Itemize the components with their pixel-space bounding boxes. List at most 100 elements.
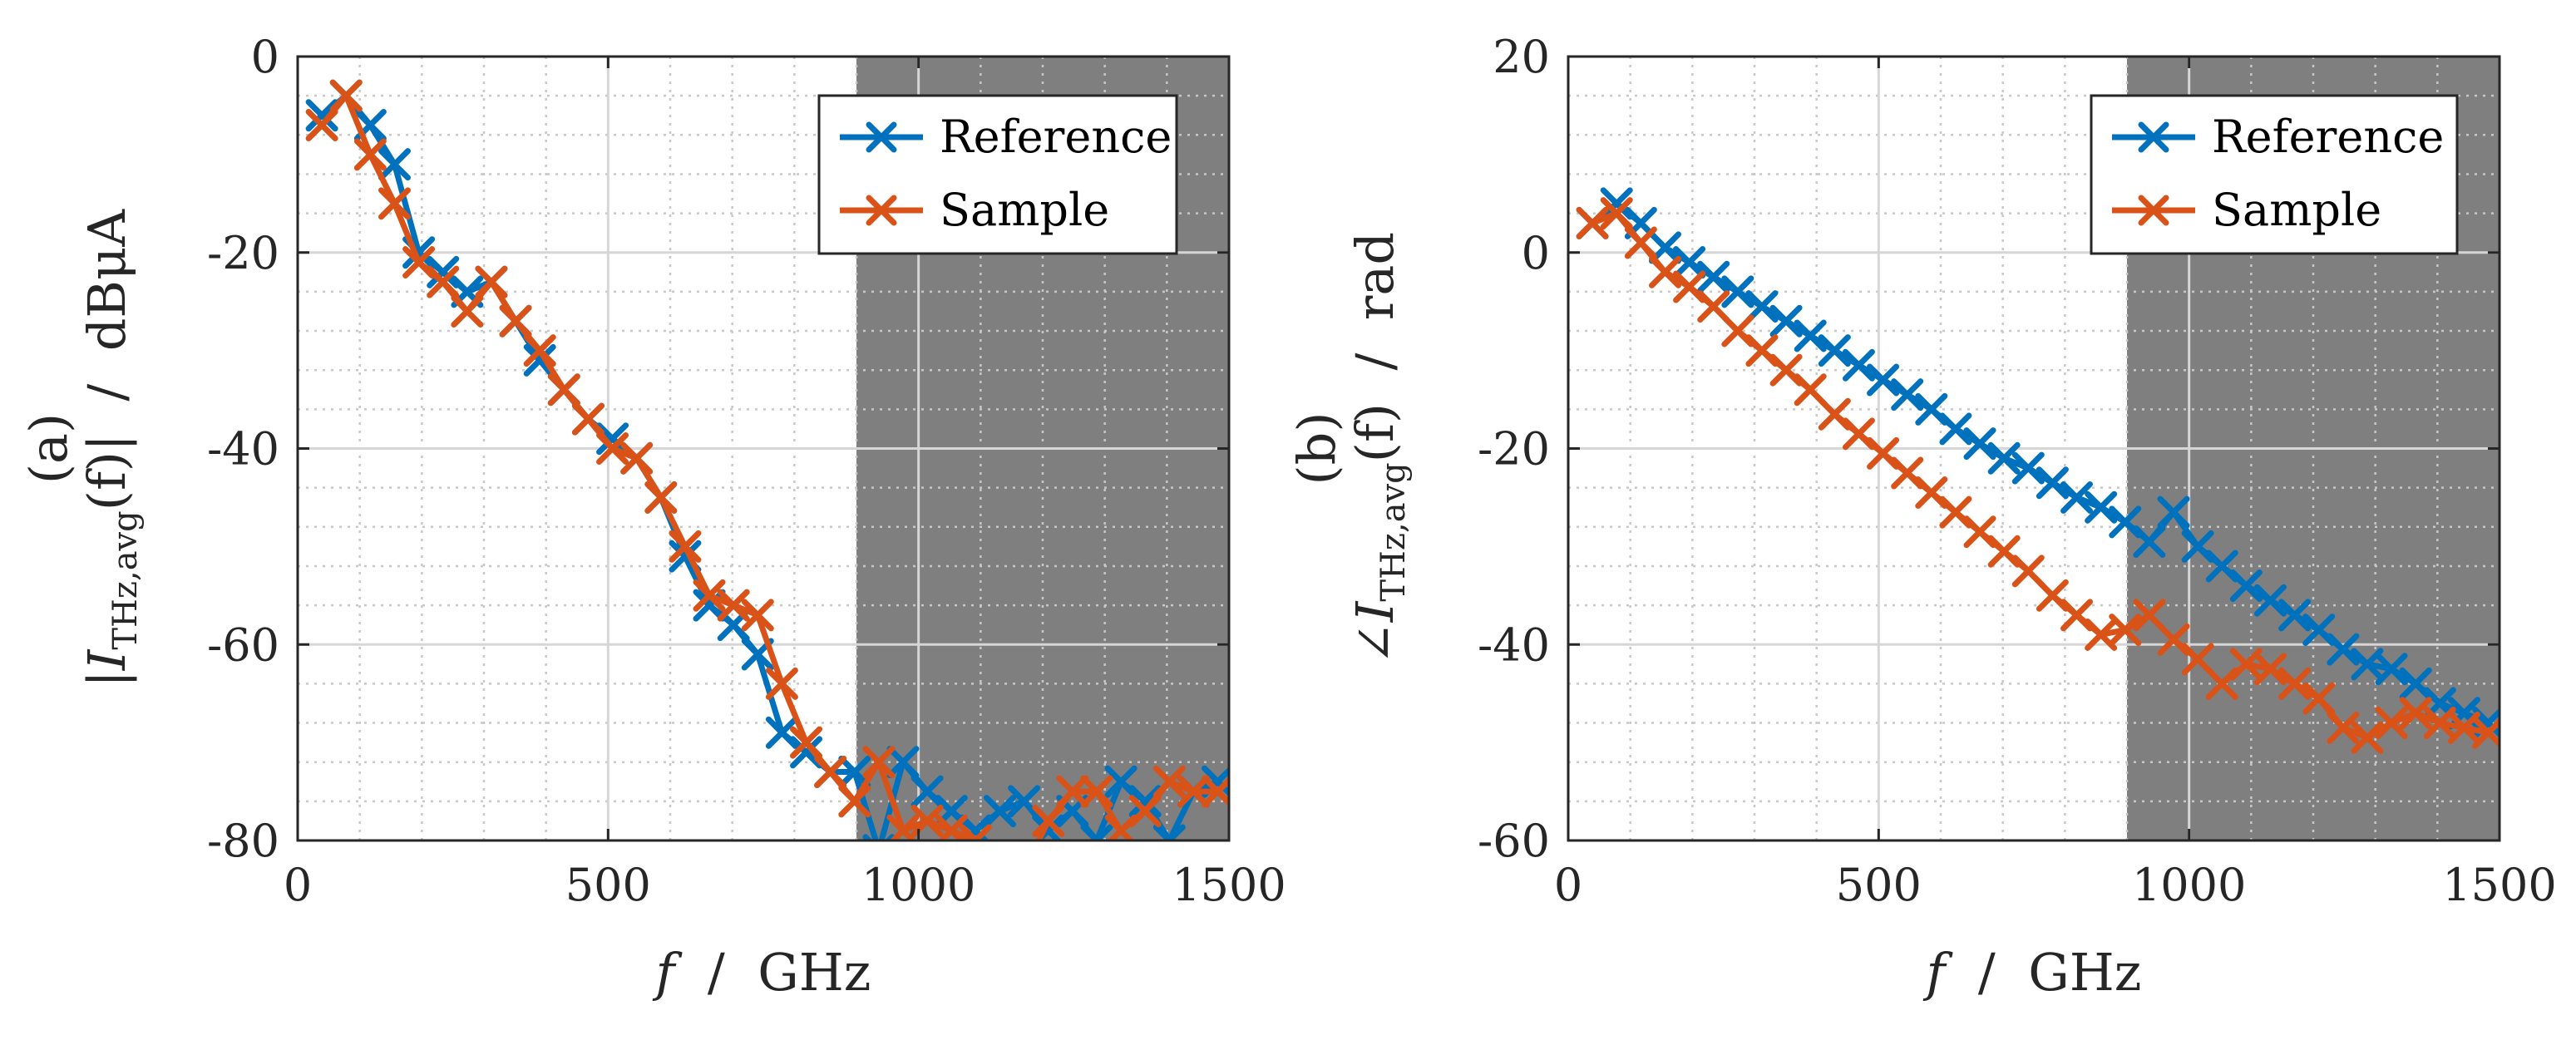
x-tick-label: 1500 <box>1172 859 1286 911</box>
data-point-marker <box>620 441 654 475</box>
y-tick-label: 0 <box>251 31 279 83</box>
data-point-marker <box>1624 226 1657 259</box>
data-point-marker <box>475 265 508 298</box>
data-point-marker <box>1673 246 1706 279</box>
data-point-marker <box>1128 785 1162 818</box>
data-point-marker <box>2302 682 2336 715</box>
data-point-marker <box>1080 775 1113 808</box>
data-point-marker <box>1600 187 1633 220</box>
data-point-marker <box>378 187 411 220</box>
y-axis-label-arg: (f)| <box>76 434 137 510</box>
x-tick-label: 1000 <box>2132 859 2246 911</box>
y-tick-label: -80 <box>207 815 279 867</box>
y-tick-label: 20 <box>1493 31 1550 83</box>
data-point-marker <box>1697 290 1730 323</box>
y-tick-label: -60 <box>1478 815 1550 867</box>
data-point-marker <box>2060 481 2094 514</box>
y-axis-label-sub: THz,avg <box>1374 462 1413 601</box>
x-axis-label-unit: / GHz <box>1945 942 2141 1003</box>
data-point-marker <box>499 304 532 338</box>
series-group <box>305 79 1229 874</box>
data-point-marker <box>2375 653 2408 686</box>
data-point-marker <box>2205 667 2238 700</box>
data-point-marker <box>693 579 726 612</box>
data-point-marker <box>1842 417 1875 451</box>
legend-swatch-marker <box>866 121 897 153</box>
data-point-marker <box>1769 353 1803 387</box>
data-point-marker <box>596 422 629 456</box>
data-point-marker <box>547 373 580 407</box>
data-point-marker <box>1915 476 1948 510</box>
data-point-marker <box>1721 275 1754 308</box>
data-point-marker <box>1987 441 2021 475</box>
data-point-marker <box>1177 775 1210 808</box>
y-tick-label: -40 <box>1478 619 1550 671</box>
data-point-marker <box>1600 197 1633 230</box>
data-point-marker <box>2181 643 2214 676</box>
data-point-marker <box>2278 599 2312 632</box>
data-point-marker <box>1128 795 1162 828</box>
data-point-marker <box>2036 579 2069 612</box>
data-point-marker <box>838 785 871 818</box>
data-point-marker <box>790 726 823 759</box>
data-point-marker <box>1721 314 1754 347</box>
data-point-marker <box>1202 775 1229 808</box>
y-axis-label: |ITHz,avg(f)| / dBμA <box>76 209 145 688</box>
x-tick-label: 0 <box>1554 859 1582 911</box>
legend-swatch-marker <box>2138 195 2169 226</box>
data-point-marker <box>669 530 702 563</box>
x-tick-label: 500 <box>1836 859 1922 911</box>
x-axis-label: f / GHz <box>653 942 871 1003</box>
x-tick-label: 1500 <box>2442 859 2556 911</box>
data-point-marker <box>910 775 944 808</box>
data-point-marker <box>986 847 1013 874</box>
data-point-marker <box>644 481 678 514</box>
data-point-marker <box>2109 505 2142 539</box>
data-point-marker <box>2302 614 2336 647</box>
data-point-marker <box>2253 584 2287 617</box>
legend-swatch-marker <box>2138 121 2169 153</box>
legend-entry: Sample <box>940 184 1109 236</box>
y-axis-label: ∠ITHz,avg(f) / rad <box>1345 232 1413 665</box>
y-axis-label-sub: THz,avg <box>106 510 145 649</box>
legend-box <box>817 94 1178 255</box>
data-point-marker <box>2036 466 2069 500</box>
y-tick-label: -60 <box>207 619 279 671</box>
grid <box>1568 57 2500 840</box>
legend-entry: Sample <box>2212 184 2381 236</box>
data-point-marker <box>2327 633 2360 666</box>
data-point-marker <box>741 599 774 632</box>
data-point-marker <box>2085 490 2118 524</box>
data-point-marker <box>886 746 920 779</box>
y-tick-label: -20 <box>1478 423 1550 476</box>
series-group <box>1576 187 2500 754</box>
data-point-marker <box>329 79 363 112</box>
data-point-marker <box>2157 495 2190 529</box>
panel-label: (b) <box>1286 412 1347 485</box>
data-point-marker <box>2375 707 2408 740</box>
data-point-marker <box>1769 304 1803 338</box>
x-axis-label-unit: / GHz <box>674 942 871 1003</box>
data-point-marker <box>2229 569 2263 603</box>
data-point-marker <box>717 589 750 622</box>
y-axis-label-unit: / dBμA <box>76 209 137 434</box>
y-tick-label: -20 <box>207 227 279 279</box>
legend: Reference Sample <box>817 94 1178 255</box>
y-axis-label-arg: (f) <box>1345 403 1405 462</box>
legend-swatch-marker <box>866 195 897 226</box>
data-point-marker <box>790 736 823 769</box>
data-point-marker <box>378 148 411 181</box>
y-tick-label: 0 <box>1522 227 1550 279</box>
data-point-marker <box>2399 667 2432 700</box>
data-point-marker <box>305 109 338 142</box>
data-point-marker <box>2351 721 2384 754</box>
data-point-marker <box>862 746 896 779</box>
x-tick-label: 500 <box>565 859 651 911</box>
data-point-marker <box>1891 456 1924 490</box>
data-point-marker <box>523 334 556 367</box>
data-point-marker <box>1673 270 1706 303</box>
data-point-marker <box>2205 550 2238 583</box>
data-point-marker <box>1842 348 1875 382</box>
data-point-marker <box>1963 427 1996 461</box>
